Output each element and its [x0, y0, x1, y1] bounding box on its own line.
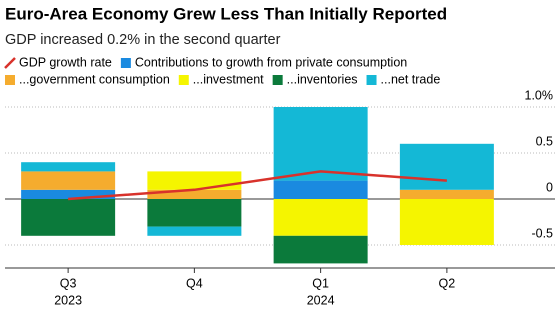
- x-year-label: 2024: [307, 293, 335, 307]
- bar-segment: [21, 189, 116, 199]
- x-tick-label: Q4: [186, 276, 203, 290]
- x-tick-label: Q2: [439, 276, 456, 290]
- bar-segment: [147, 171, 242, 190]
- legend-swatch: [120, 58, 131, 68]
- bar-segment: [273, 180, 368, 199]
- bar-segment: [399, 143, 494, 190]
- bar-segment: [21, 162, 116, 172]
- legend-swatch: [5, 75, 15, 85]
- gdp-line: [68, 170, 447, 201]
- legend-label: Contributions to growth from private con…: [135, 55, 407, 69]
- x-year-label: 2023: [54, 293, 82, 307]
- x-tick-label: Q1: [312, 276, 329, 290]
- y-tick-label: 0: [546, 180, 553, 194]
- y-tick-label: -0.5: [531, 226, 553, 240]
- bar-segment: [147, 199, 242, 227]
- legend-swatch: [272, 75, 283, 85]
- legend-swatch: [178, 75, 189, 85]
- bar-segment: [399, 189, 494, 199]
- legend-label: ...government consumption: [19, 72, 170, 86]
- y-tick-label: 1.0%: [525, 88, 554, 102]
- bar-segment: [399, 199, 494, 245]
- legend-label: ...inventories: [287, 72, 358, 86]
- bar-segment: [21, 199, 116, 236]
- legend-label: GDP growth rate: [19, 55, 112, 69]
- bar-segment: [21, 171, 116, 190]
- x-tick-label: Q3: [60, 276, 77, 290]
- legend-swatch: [4, 57, 16, 69]
- bar-segment: [273, 107, 368, 181]
- y-tick-label: 0.5: [536, 134, 553, 148]
- legend-swatch: [366, 75, 377, 85]
- chart-title: Euro-Area Economy Grew Less Than Initial…: [5, 4, 447, 23]
- legend-label: ...net trade: [381, 72, 441, 86]
- bar-segment: [147, 226, 242, 236]
- bar-segment: [147, 189, 242, 199]
- chart-subtitle: GDP increased 0.2% in the second quarter: [5, 32, 281, 48]
- bar-segment: [273, 235, 368, 264]
- legend-label: ...investment: [193, 72, 264, 86]
- bar-segment: [273, 199, 368, 236]
